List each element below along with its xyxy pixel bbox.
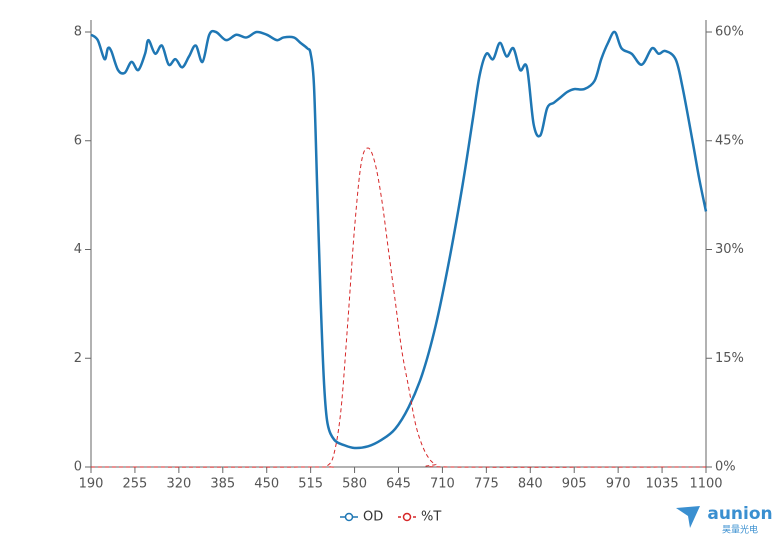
series-line bbox=[90, 29, 708, 450]
x-tick-label: 320 bbox=[166, 477, 191, 492]
x-tick-label: 970 bbox=[606, 477, 631, 492]
y2-tick-label: 0% bbox=[715, 460, 736, 475]
y2-tick-label: 60% bbox=[715, 25, 744, 40]
y-tick-label: 0 bbox=[74, 460, 82, 475]
x-tick-label: 1100 bbox=[689, 477, 722, 492]
x-tick-label: 385 bbox=[210, 477, 235, 492]
legend-label: %T bbox=[421, 510, 441, 525]
y-tick-label: 6 bbox=[74, 133, 82, 148]
x-tick-label: 710 bbox=[430, 477, 455, 492]
y2-tick-label: 15% bbox=[715, 351, 744, 366]
logo-icon bbox=[676, 506, 700, 528]
legend-label: OD bbox=[363, 510, 383, 525]
x-tick-label: 1035 bbox=[646, 477, 679, 492]
y-tick-label: 8 bbox=[74, 25, 82, 40]
series-line bbox=[90, 147, 707, 468]
y2-tick-label: 45% bbox=[715, 133, 744, 148]
x-tick-label: 450 bbox=[254, 477, 279, 492]
y2-tick-label: 30% bbox=[715, 242, 744, 257]
legend-marker bbox=[344, 512, 354, 522]
y-tick-label: 4 bbox=[74, 242, 82, 257]
logo-text: aunion bbox=[707, 504, 772, 524]
x-tick-label: 840 bbox=[518, 477, 543, 492]
y-tick-label: 2 bbox=[74, 351, 82, 366]
x-tick-label: 775 bbox=[474, 477, 499, 492]
x-tick-label: 905 bbox=[562, 477, 587, 492]
logo-subtext: 昊量光电 bbox=[722, 524, 758, 536]
x-tick-label: 645 bbox=[386, 477, 411, 492]
x-tick-label: 190 bbox=[79, 477, 104, 492]
x-tick-label: 580 bbox=[342, 477, 367, 492]
legend-marker bbox=[402, 512, 412, 522]
x-tick-label: 515 bbox=[298, 477, 323, 492]
x-tick-label: 255 bbox=[123, 477, 148, 492]
